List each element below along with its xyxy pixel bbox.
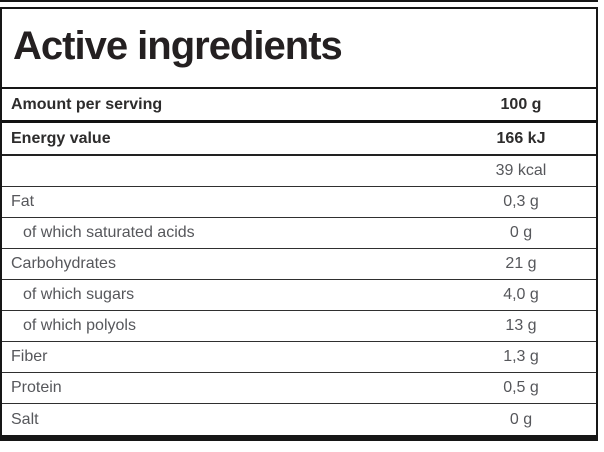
row-label: Carbohydrates [11,255,116,272]
top-divider-rule [0,0,598,2]
row-fiber: Fiber 1,3 g [2,342,596,373]
row-saturated-acids: of which saturated acids 0 g [2,218,596,249]
row-sugars: of which sugars 4,0 g [2,280,596,311]
row-value: 0,5 g [503,379,539,396]
row-label: Amount per serving [11,95,163,113]
nutrition-table: Amount per serving 100 g Energy value 16… [2,89,596,435]
panel-title: Active ingredients [13,24,343,68]
row-value: 0 g [509,224,533,241]
row-value: 1,3 g [503,348,539,365]
active-ingredients-panel: Active ingredients Amount per serving 10… [0,7,598,441]
row-value: 39 kcal [495,162,547,179]
row-label: Fiber [11,348,48,365]
row-protein: Protein 0,5 g [2,373,596,404]
row-carbohydrates: Carbohydrates 21 g [2,249,596,280]
row-fat: Fat 0,3 g [2,187,596,218]
row-energy-value-kcal: 39 kcal [2,156,596,187]
row-amount-per-serving: Amount per serving 100 g [2,89,596,123]
row-label: of which sugars [23,286,135,303]
row-value: 0,3 g [503,193,539,210]
row-label: Energy value [11,129,111,147]
row-value: 0 g [509,410,533,428]
row-label: Fat [11,193,35,210]
row-label: of which polyols [23,317,136,334]
row-label: Protein [11,379,62,396]
row-value: 21 g [505,255,537,272]
row-value: 4,0 g [503,286,539,303]
row-energy-value-kj: Energy value 166 kJ [2,123,596,156]
row-label: Salt [11,410,39,428]
panel-title-section: Active ingredients [2,9,596,89]
row-salt: Salt 0 g [2,404,596,435]
row-value: 166 kJ [496,129,546,147]
row-value: 13 g [505,317,537,334]
row-polyols: of which polyols 13 g [2,311,596,342]
row-value: 100 g [500,95,542,113]
row-label: of which saturated acids [23,224,195,241]
